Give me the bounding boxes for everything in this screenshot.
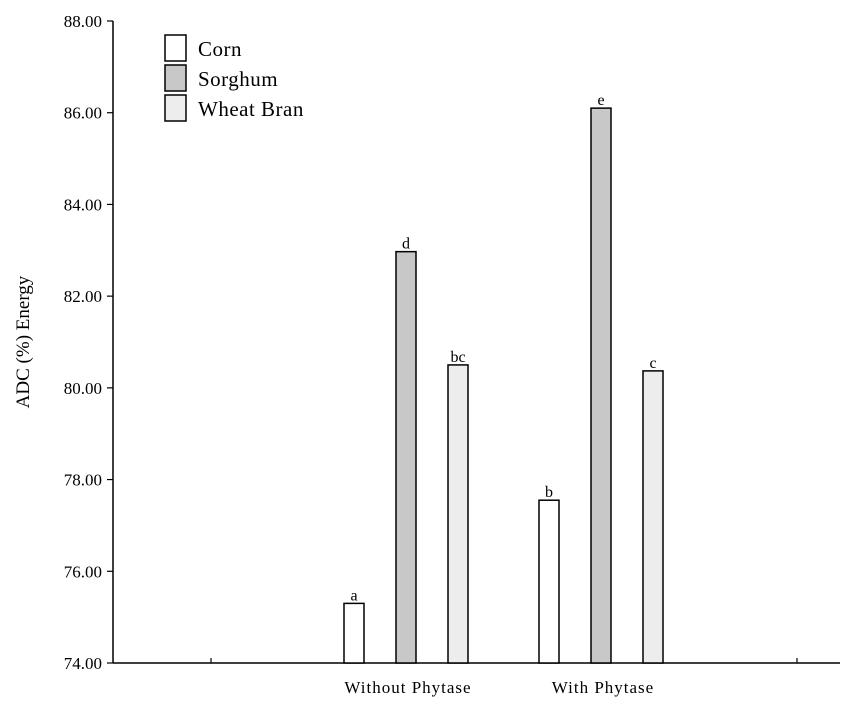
bar-significance-label: b xyxy=(545,484,553,501)
y-tick-label: 86.00 xyxy=(64,104,102,123)
bar-significance-label: d xyxy=(402,236,410,253)
x-category-label: Without Phytase xyxy=(344,678,471,697)
legend-swatch xyxy=(164,34,187,62)
x-category-label: With Phytase xyxy=(552,678,654,697)
bar-wheat-bran-1 xyxy=(447,364,469,664)
y-tick-label: 76.00 xyxy=(64,562,102,581)
y-tick-label: 82.00 xyxy=(64,287,102,306)
bar-sorghum-2 xyxy=(590,107,612,664)
bar-significance-label: a xyxy=(350,587,357,604)
bar-corn-2 xyxy=(538,499,560,664)
legend-label: Wheat Bran xyxy=(198,97,304,121)
legend-label: Sorghum xyxy=(198,67,278,91)
bar-significance-label: e xyxy=(597,92,604,109)
bar-significance-label: bc xyxy=(450,349,465,366)
legend-swatch xyxy=(164,64,187,92)
bars: a b d e bc c xyxy=(343,92,664,664)
y-tick-label: 84.00 xyxy=(64,195,102,214)
bar-sorghum-1 xyxy=(395,250,417,664)
legend-swatch xyxy=(164,94,187,122)
y-tick-label: 78.00 xyxy=(64,471,102,490)
y-axis-title: ADC (%) Energy xyxy=(13,275,34,408)
legend-label: Corn xyxy=(198,37,242,61)
y-tick-label: 80.00 xyxy=(64,379,102,398)
legend: Corn Sorghum Wheat Bran xyxy=(164,34,304,122)
y-tick-label: 74.00 xyxy=(64,654,102,673)
bar-significance-label: c xyxy=(649,355,656,372)
axes: 74.00 76.00 78.00 80.00 82.00 84.00 86.00 88.00… xyxy=(64,12,840,697)
bar-corn-1 xyxy=(343,602,365,664)
y-tick-label: 88.00 xyxy=(64,12,102,31)
bar-wheat-bran-2 xyxy=(642,370,664,664)
